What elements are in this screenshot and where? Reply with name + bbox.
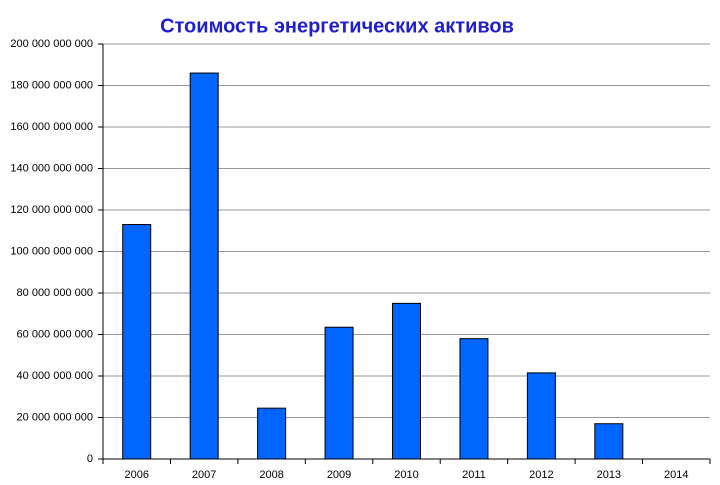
y-tick-label: 160 000 000 000 — [10, 121, 93, 133]
x-tick-label: 2009 — [327, 469, 351, 481]
x-tick-label: 2006 — [124, 469, 148, 481]
bar — [594, 423, 624, 460]
y-tick-label: 20 000 000 000 — [17, 411, 93, 423]
y-tick-label: 140 000 000 000 — [10, 162, 93, 174]
x-tick-label: 2011 — [462, 469, 486, 481]
y-tick-label: 0 — [87, 453, 93, 465]
x-tick-label: 2014 — [664, 469, 688, 481]
y-tick-label: 120 000 000 000 — [10, 204, 93, 216]
y-tick-label: 80 000 000 000 — [17, 287, 93, 299]
y-tick-label: 100 000 000 000 — [10, 245, 93, 257]
x-tick-label: 2010 — [394, 469, 418, 481]
bar — [189, 72, 219, 460]
bar — [459, 338, 489, 460]
y-tick-label: 40 000 000 000 — [17, 370, 93, 382]
x-tick-label: 2007 — [192, 469, 216, 481]
y-tick-label: 60 000 000 000 — [17, 328, 93, 340]
y-tick-label: 180 000 000 000 — [10, 79, 93, 91]
chart-title: Стоимость энергетических активов — [160, 15, 514, 37]
bar — [392, 302, 421, 460]
bar — [324, 326, 354, 460]
x-tick-label: 2008 — [259, 469, 283, 481]
x-tick-label: 2012 — [529, 469, 553, 481]
bar — [122, 224, 152, 460]
y-tick-label: 200 000 000 000 — [10, 38, 93, 50]
bar — [257, 407, 287, 460]
bar — [526, 372, 556, 460]
x-tick-label: 2013 — [597, 469, 621, 481]
